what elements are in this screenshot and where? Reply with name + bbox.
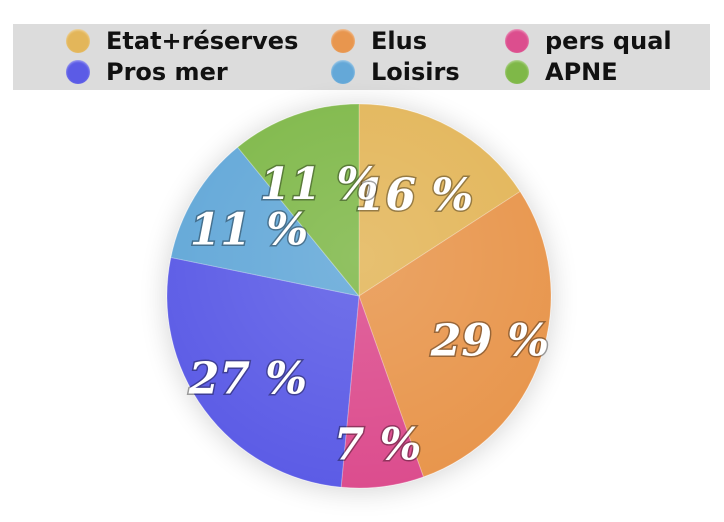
slice-label-etat-reserves: 16 % bbox=[355, 170, 473, 221]
slice-label-pers-qual: 7 % bbox=[334, 420, 422, 471]
legend-swatch-pers-qual bbox=[505, 29, 529, 53]
legend-item-pros-mer: Pros mer bbox=[66, 57, 228, 87]
slice-label-pros-mer: 27 % bbox=[188, 353, 307, 404]
legend-label-pers-qual: pers qual bbox=[545, 27, 672, 55]
legend-item-etat-reserves: Etat+réserves bbox=[66, 26, 298, 56]
legend-item-apne: APNE bbox=[505, 57, 618, 87]
legend-label-loisirs: Loisirs bbox=[371, 58, 460, 86]
legend-swatch-loisirs bbox=[331, 60, 355, 84]
legend-label-etat-reserves: Etat+réserves bbox=[106, 27, 299, 55]
legend-swatch-elus bbox=[331, 29, 355, 53]
chart-legend: Etat+réserves Elus pers qual Pros mer Lo… bbox=[13, 24, 710, 90]
legend-label-pros-mer: Pros mer bbox=[106, 58, 228, 86]
legend-label-elus: Elus bbox=[371, 27, 427, 55]
legend-item-loisirs: Loisirs bbox=[331, 57, 460, 87]
legend-label-apne: APNE bbox=[545, 58, 618, 86]
legend-swatch-apne bbox=[505, 60, 529, 84]
slice-label-apne: 11 % bbox=[260, 159, 378, 210]
slice-label-loisirs: 11 % bbox=[190, 204, 308, 255]
legend-item-pers-qual: pers qual bbox=[505, 26, 672, 56]
legend-item-elus: Elus bbox=[331, 26, 427, 56]
slice-label-elus: 29 % bbox=[430, 315, 549, 366]
legend-swatch-pros-mer bbox=[66, 60, 90, 84]
legend-swatch-etat-reserves bbox=[66, 29, 90, 53]
